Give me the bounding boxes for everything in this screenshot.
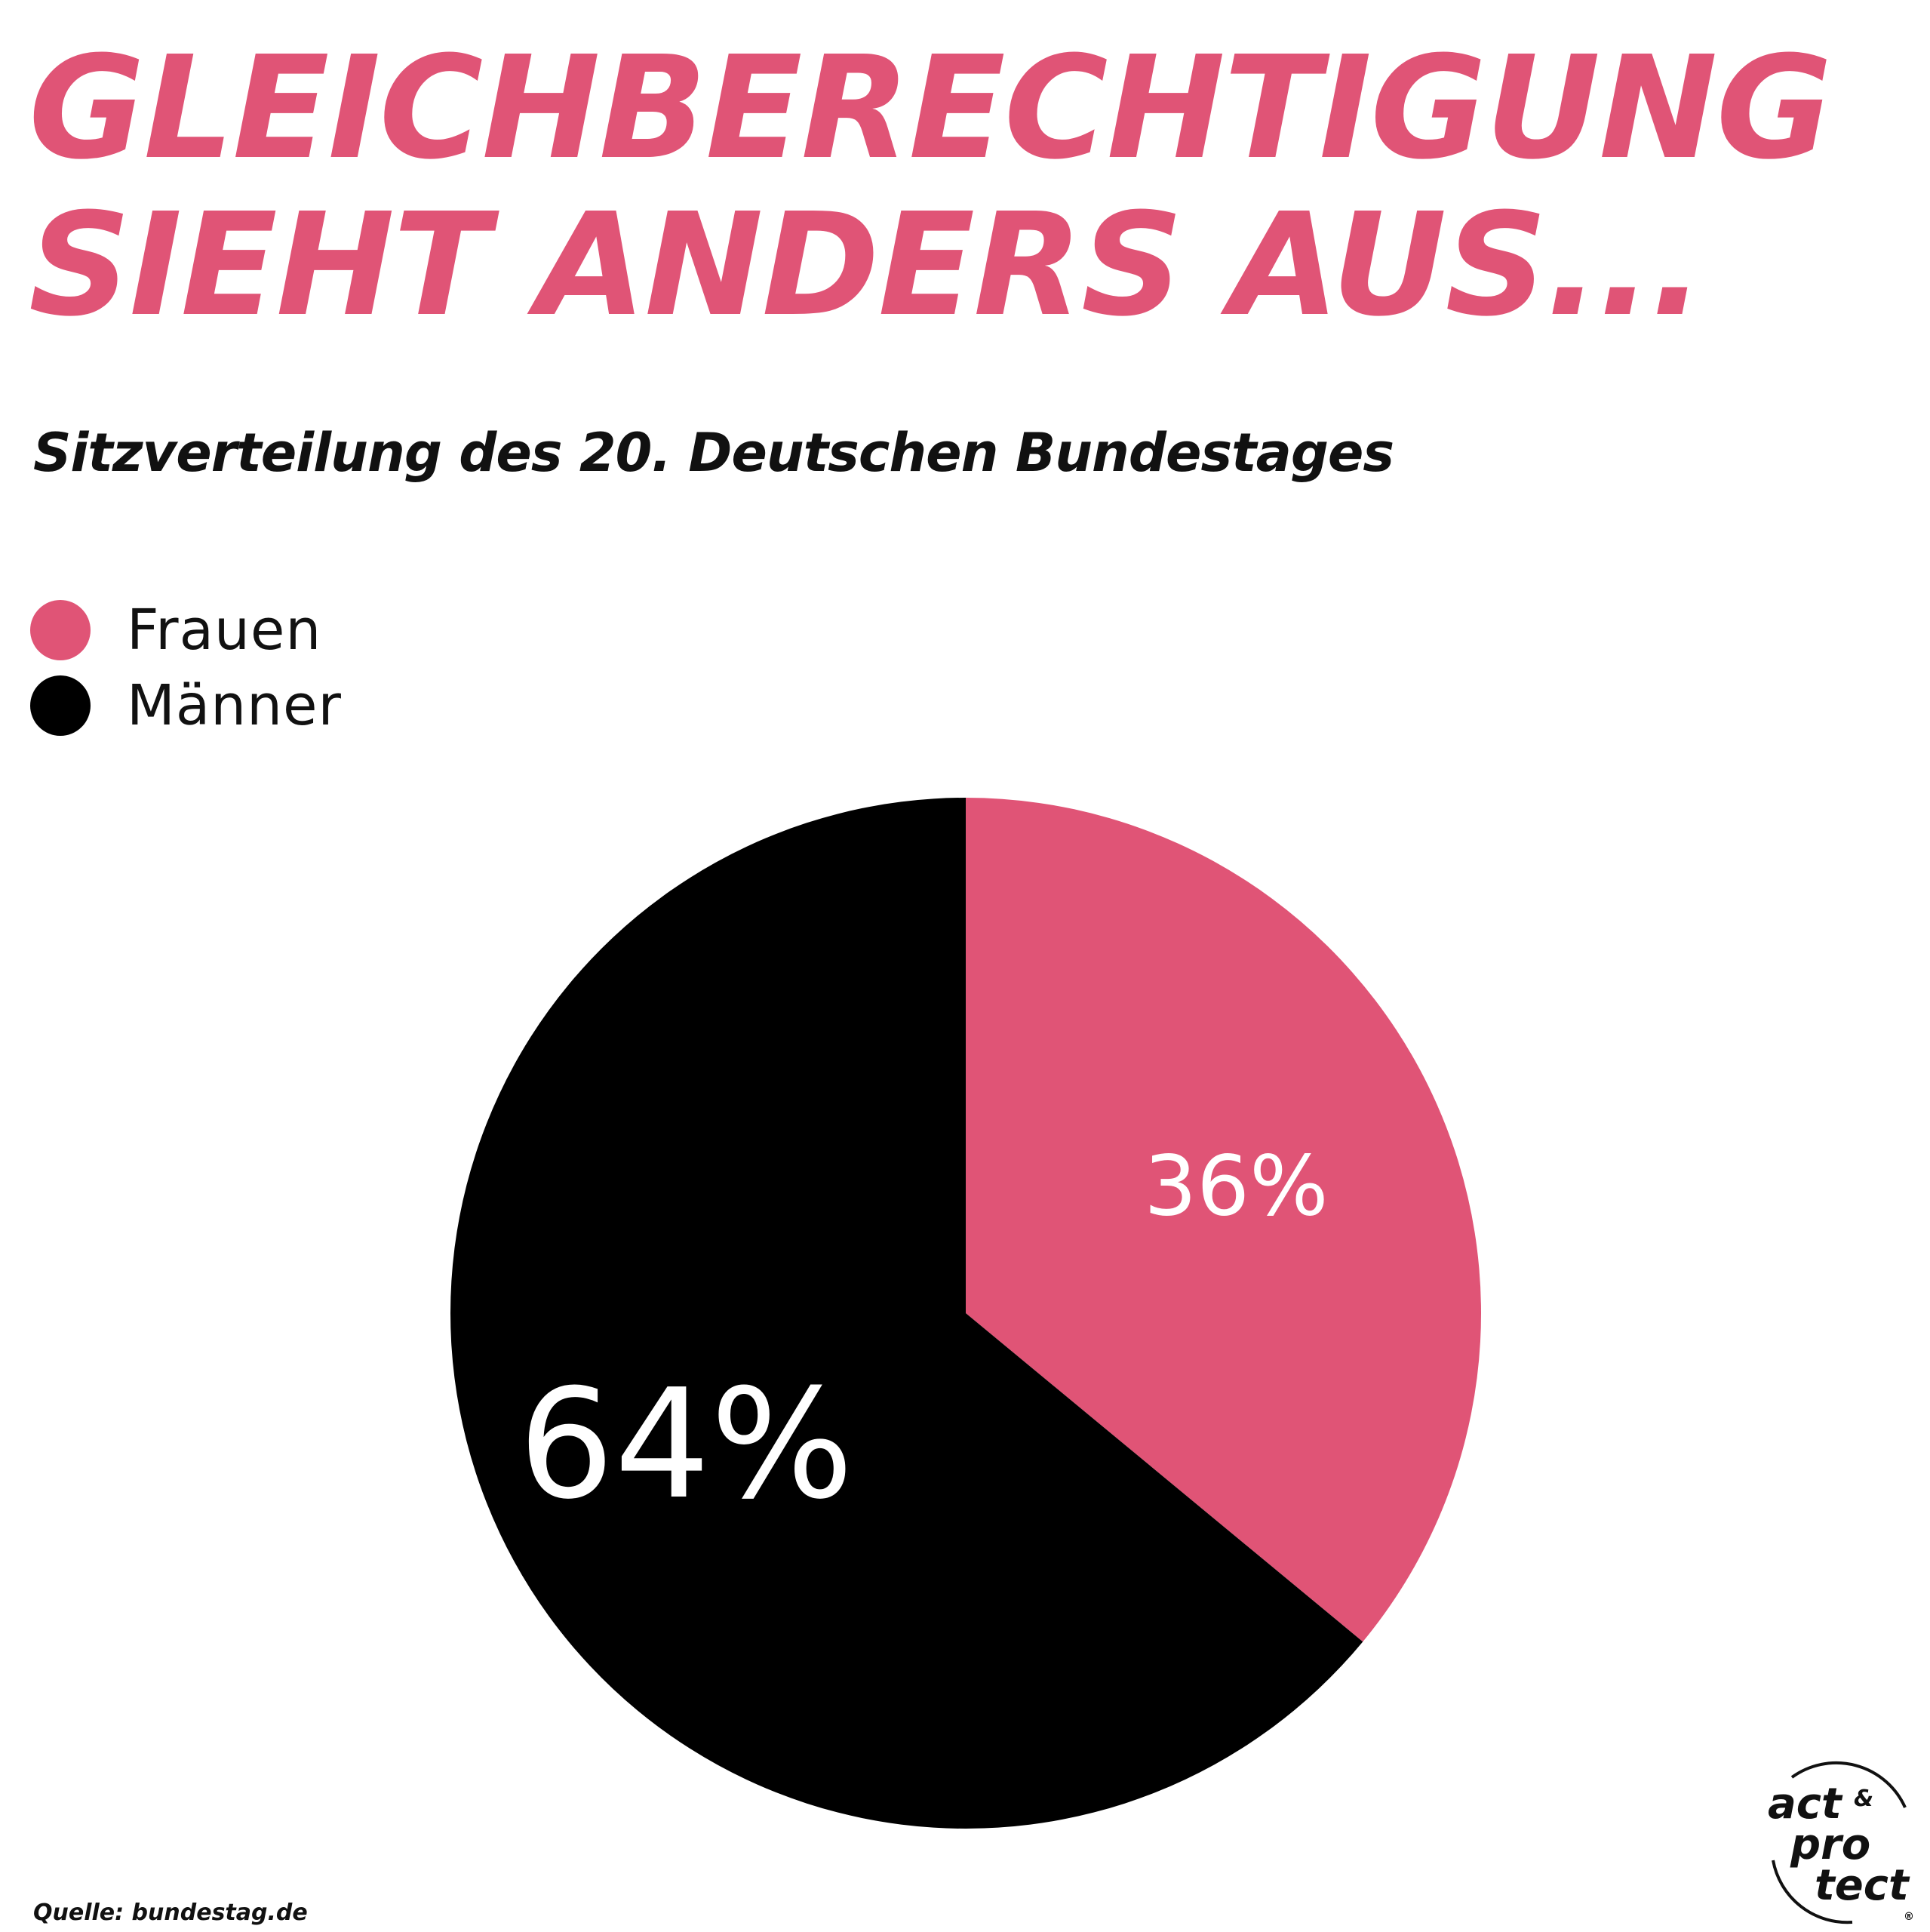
pie-slice-maenner [450,798,1363,1829]
legend-swatch-maenner [30,675,91,736]
legend-label-maenner: Männer [127,673,342,738]
source-note: Quelle: bundestag.de [33,1900,308,1926]
chart-title: Sitzverteilung des 20. Deutschen Bundest… [33,422,1394,484]
headline: GLEICHBERECHTIGUNG SIEHT ANDERS AUS... [29,26,1833,348]
logo-ring-icon [1772,1761,1907,1924]
legend-swatch-frauen [30,600,91,660]
logo-text-tect: tect [1815,1861,1909,1910]
logo-text-pro: pro [1790,1820,1871,1869]
legend-item-frauen: Frauen [30,592,342,668]
logo-text-act: act [1768,1780,1842,1829]
pie-label-frauen: 36% [1144,1137,1329,1234]
pie-slice-frauen [966,798,1481,1642]
act-and-protect-logo: act & pro tect ® [1762,1747,1914,1924]
logo-text-amp: & [1854,1786,1874,1812]
chart-legend: Frauen Männer [30,592,342,743]
headline-line-1: GLEICHBERECHTIGUNG [29,26,1833,191]
legend-label-frauen: Frauen [127,598,322,663]
legend-item-maenner: Männer [30,668,342,743]
pie-label-maenner: 64% [518,1357,854,1533]
logo-registered-mark: ® [1904,1911,1914,1923]
headline-line-2: SIEHT ANDERS AUS... [29,183,1704,348]
